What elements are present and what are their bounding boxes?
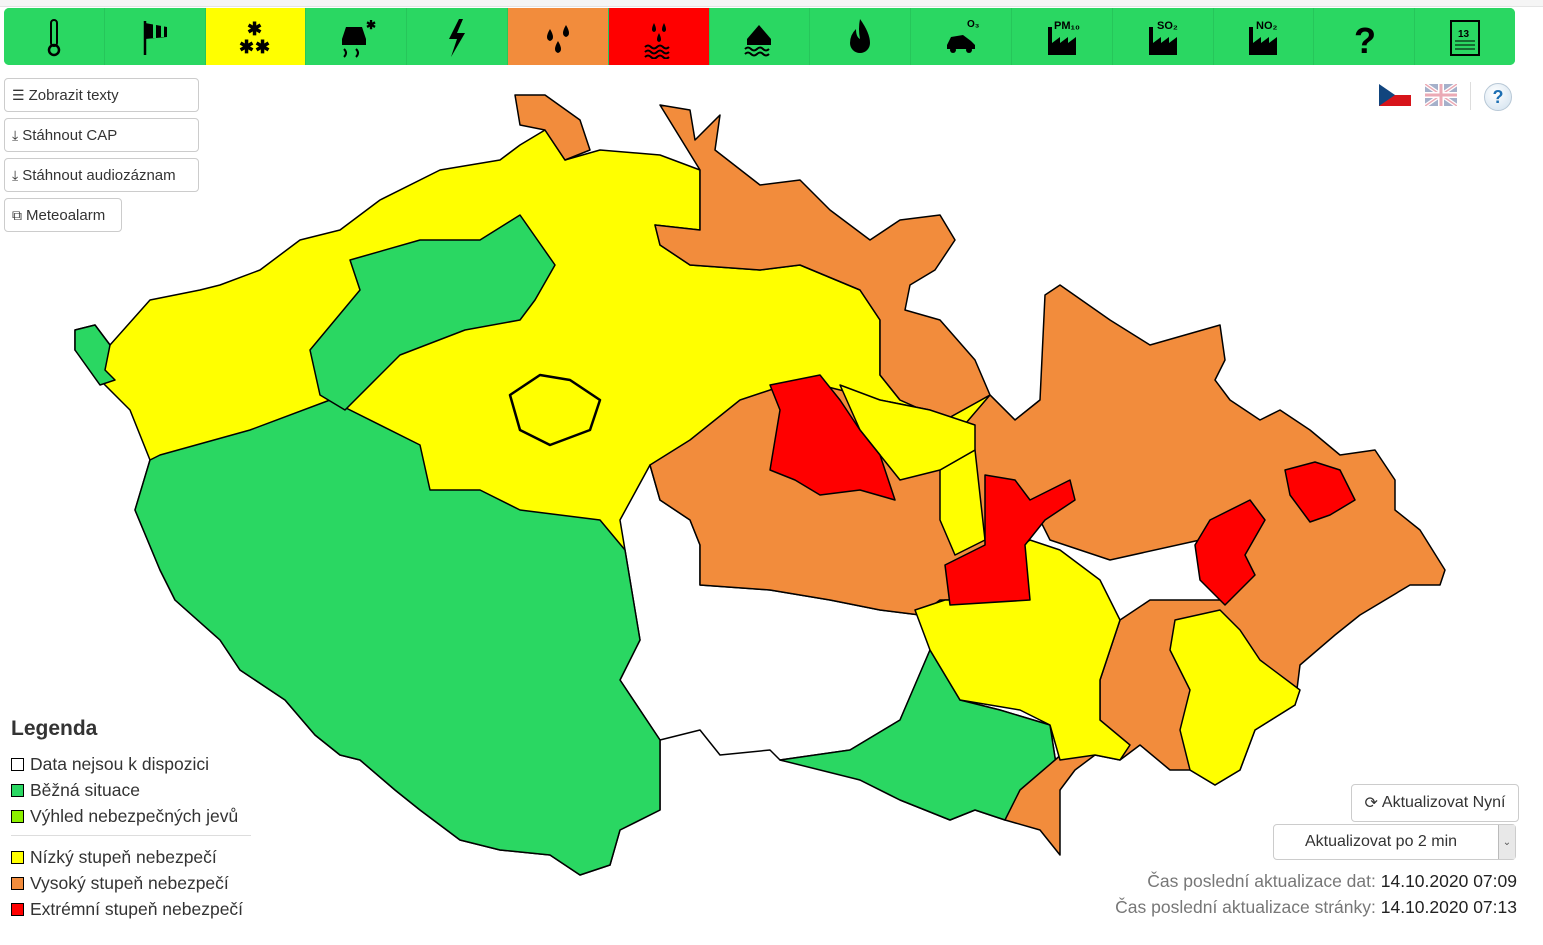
- top-border: [0, 0, 1543, 7]
- legend-swatch: [11, 850, 24, 864]
- legend-item: Data nejsou k dispozici: [11, 751, 251, 777]
- lightning-icon: [449, 18, 466, 57]
- legend-label: Vysoký stupeň nebezpečí: [30, 872, 229, 893]
- snowflakes-icon: ✱✱ ✱: [239, 19, 270, 57]
- legend-item: Výhled nebezpečných jevů: [11, 803, 251, 829]
- uk-flag-icon[interactable]: [1425, 84, 1457, 106]
- toolbar-item-fire[interactable]: [810, 8, 912, 65]
- legend-title: Legenda: [11, 717, 98, 740]
- svg-text:✱: ✱: [366, 18, 376, 32]
- legend-swatch: [11, 876, 24, 890]
- auto-refresh-select[interactable]: Aktualizovat po 2 min ⌄: [1273, 824, 1516, 860]
- svg-text:✱: ✱: [247, 19, 262, 39]
- rain-drops-icon: [546, 24, 569, 53]
- flooded-house-icon: [744, 24, 772, 56]
- legend-item: Vysoký stupeň nebezpečí: [11, 870, 251, 896]
- toolbar-item-calendar[interactable]: 13: [1415, 8, 1515, 65]
- region-red-3[interactable]: [1194, 499, 1266, 606]
- legend-swatch: [11, 783, 24, 797]
- legend-label: Nízký stupeň nebezpečí: [30, 846, 217, 867]
- region-yellow-brno[interactable]: [914, 539, 1131, 761]
- region-red-2[interactable]: [944, 474, 1076, 606]
- svg-text:PM₁₀: PM₁₀: [1054, 20, 1080, 32]
- help-icon[interactable]: ?: [1484, 83, 1512, 111]
- toolbar-item-factory-so2[interactable]: SO₂: [1112, 8, 1214, 65]
- svg-text:✱: ✱: [239, 37, 254, 57]
- legend-swatch: [11, 757, 24, 771]
- toolbar-item-snowflakes[interactable]: ✱ ✱ ✱: [205, 8, 307, 65]
- region-yellow-zlin[interactable]: [1169, 609, 1301, 786]
- thermometer-icon: [47, 18, 61, 56]
- legend-item: Běžná situace: [11, 777, 251, 803]
- toolbar-item-thermometer[interactable]: [4, 8, 105, 65]
- legend: Legenda Data nejsou k dispozici Běžná sit…: [11, 717, 251, 922]
- question-icon: ?: [1354, 20, 1376, 59]
- toolbar-item-slippery-road[interactable]: ✱: [306, 8, 408, 65]
- calendar-icon: 13: [1450, 19, 1481, 56]
- download-icon: ⤓: [12, 166, 19, 183]
- data-update-time: Čas poslední aktualizace dat: 14.10.2020…: [1147, 871, 1517, 891]
- refresh-icon: ⟳: [1364, 795, 1378, 812]
- slippery-road-icon: ✱: [342, 18, 376, 58]
- car-ozone-icon: O₃: [947, 19, 980, 53]
- svg-text:O₃: O₃: [967, 19, 980, 30]
- legend-swatch: [11, 809, 24, 823]
- toolbar-item-windsock[interactable]: [104, 8, 206, 65]
- toolbar-item-flooded-house[interactable]: [709, 8, 811, 65]
- region-prague[interactable]: [508, 373, 602, 447]
- download-audio-button[interactable]: ⤓ Stáhnout audiozáznam: [4, 158, 199, 192]
- phenomena-toolbar: ✱ ✱ ✱ ✱ O₃ PM₁₀ SO₂ NO₂? 13: [4, 8, 1515, 65]
- svg-text:?: ?: [1354, 20, 1376, 59]
- download-cap-button[interactable]: ⤓ Stáhnout CAP: [4, 118, 199, 152]
- fire-icon: [850, 18, 871, 53]
- list-icon: ☰: [12, 86, 25, 103]
- download-icon: ⤓: [12, 126, 19, 143]
- page-update-time: Čas poslední aktualizace stránky: 14.10.…: [1115, 897, 1517, 917]
- toolbar-item-factory-no2[interactable]: NO₂: [1213, 8, 1315, 65]
- toolbar-item-lightning[interactable]: [407, 8, 508, 65]
- region-orange-north[interactable]: [654, 104, 991, 421]
- toolbar-item-factory-pm10[interactable]: PM₁₀: [1011, 8, 1113, 65]
- factory-no2-icon: NO₂: [1249, 20, 1278, 55]
- toolbar-item-rain-drops[interactable]: [507, 8, 609, 65]
- factory-pm10-icon: PM₁₀: [1047, 20, 1080, 55]
- legend-item: Nízký stupeň nebezpečí: [11, 844, 251, 870]
- toolbar-item-car-ozone[interactable]: O₃: [911, 8, 1012, 65]
- region-orange-north-tip[interactable]: [514, 94, 591, 161]
- czech-flag-icon[interactable]: [1379, 84, 1411, 106]
- refresh-now-button[interactable]: ⟳ Aktualizovat Nyní: [1351, 784, 1519, 822]
- legend-label: Výhled nebezpečných jevů: [30, 805, 239, 826]
- external-link-icon: ⧉: [12, 206, 22, 223]
- svg-text:NO₂: NO₂: [1256, 20, 1278, 32]
- region-green-west[interactable]: [134, 399, 661, 876]
- svg-text:SO₂: SO₂: [1157, 20, 1178, 32]
- flood-rain-icon: [643, 22, 670, 59]
- divider: [1470, 82, 1471, 110]
- toolbar-item-flood-rain[interactable]: [608, 8, 710, 65]
- chevron-down-icon: ⌄: [1498, 825, 1515, 859]
- region-green-far-west[interactable]: [74, 324, 116, 386]
- region-red-4[interactable]: [1284, 461, 1356, 523]
- region-green-north[interactable]: [309, 214, 556, 411]
- legend-divider: [11, 835, 251, 836]
- svg-text:✱: ✱: [255, 37, 270, 57]
- meteoalarm-button[interactable]: ⧉ Meteoalarm: [4, 198, 122, 232]
- windsock-icon: [143, 20, 167, 55]
- legend-swatch: [11, 902, 24, 916]
- toolbar-item-question[interactable]: ?: [1314, 8, 1416, 65]
- legend-label: Extrémní stupeň nebezpečí: [30, 898, 244, 919]
- legend-label: Data nejsou k dispozici: [30, 753, 209, 774]
- show-texts-button[interactable]: ☰ Zobrazit texty: [4, 78, 199, 112]
- factory-so2-icon: SO₂: [1148, 20, 1178, 55]
- legend-item: Extrémní stupeň nebezpečí: [11, 896, 251, 922]
- legend-label: Běžná situace: [30, 779, 140, 800]
- svg-text:13: 13: [1458, 29, 1470, 40]
- region-red-1[interactable]: [769, 374, 896, 501]
